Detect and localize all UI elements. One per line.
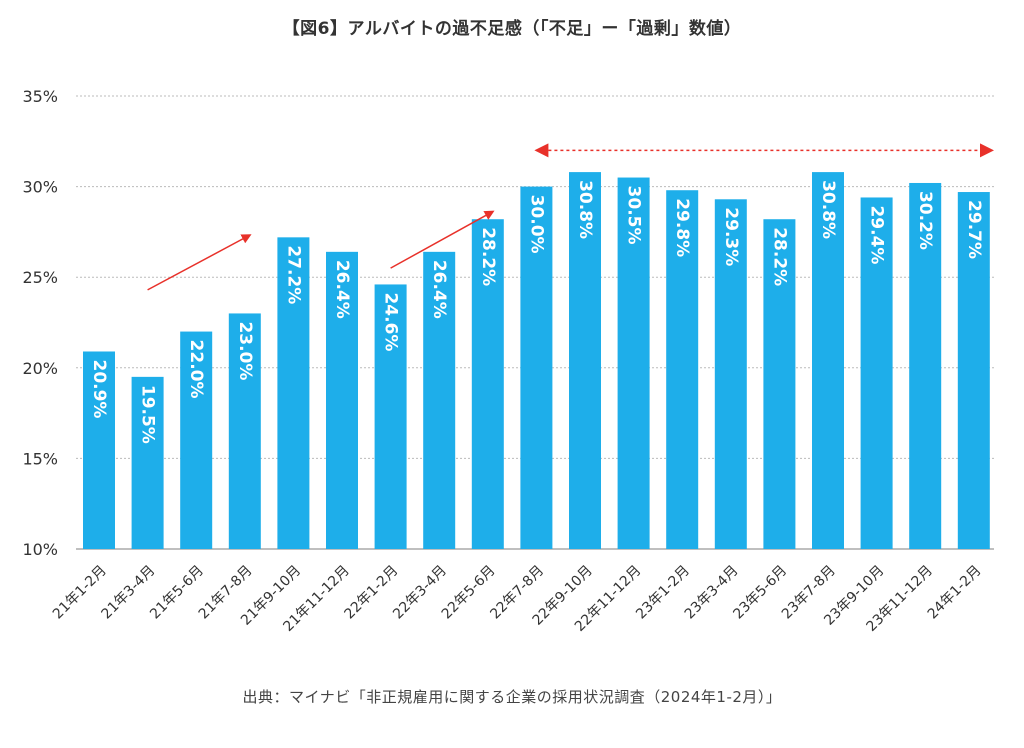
data-label: 22.0% [186, 340, 206, 399]
bar [763, 219, 796, 549]
y-tick-label: 10% [22, 540, 58, 559]
bar [83, 351, 115, 549]
bar [520, 186, 553, 549]
data-label: 20.9% [89, 359, 109, 418]
data-label: 29.7% [964, 200, 984, 259]
y-tick-label: 15% [22, 449, 58, 468]
bar [569, 172, 601, 549]
y-tick-label: 35% [22, 87, 58, 106]
data-label: 27.2% [283, 245, 303, 304]
data-label: 30.8% [575, 180, 595, 239]
data-label: 29.3% [721, 207, 741, 266]
bar [909, 182, 942, 549]
bar [228, 313, 261, 549]
chart-title: 【図6】アルバイトの過不足感（「不足」ー「過剰」数値） [282, 19, 742, 39]
trend-arrow [147, 234, 252, 291]
bar [131, 376, 164, 549]
data-label: 26.4% [429, 260, 449, 319]
bar [277, 237, 310, 549]
bar [812, 172, 844, 549]
bar [957, 192, 990, 549]
y-tick-label: 20% [22, 359, 58, 378]
data-label: 30.8% [818, 180, 838, 239]
y-tick-label: 25% [22, 268, 58, 287]
data-label: 26.4% [332, 260, 352, 319]
data-label: 29.4% [867, 205, 887, 264]
chart-source: 出典：マイナビ「非正規雇用に関する企業の採用状況調査（2024年1-2月）」 [242, 688, 782, 706]
bar [471, 219, 504, 549]
bar [666, 190, 699, 549]
data-label: 30.0% [526, 195, 546, 254]
x-tick-label: 24年1-2月 [925, 563, 985, 623]
bar [860, 197, 893, 550]
bar [374, 284, 407, 549]
y-tick-label: 30% [22, 178, 58, 197]
trend-arrow [390, 210, 495, 269]
data-label: 19.5% [138, 385, 158, 444]
bar [617, 177, 650, 550]
data-label: 23.0% [235, 321, 255, 380]
data-label: 28.2% [478, 227, 498, 286]
data-label: 28.2% [769, 227, 789, 286]
data-label: 29.8% [672, 198, 692, 257]
data-label: 30.2% [915, 191, 935, 250]
data-label: 24.6% [381, 292, 401, 351]
bar [714, 199, 747, 549]
bar [180, 331, 213, 549]
bar [423, 251, 456, 549]
data-label: 30.5% [624, 186, 644, 245]
bar [326, 251, 358, 549]
